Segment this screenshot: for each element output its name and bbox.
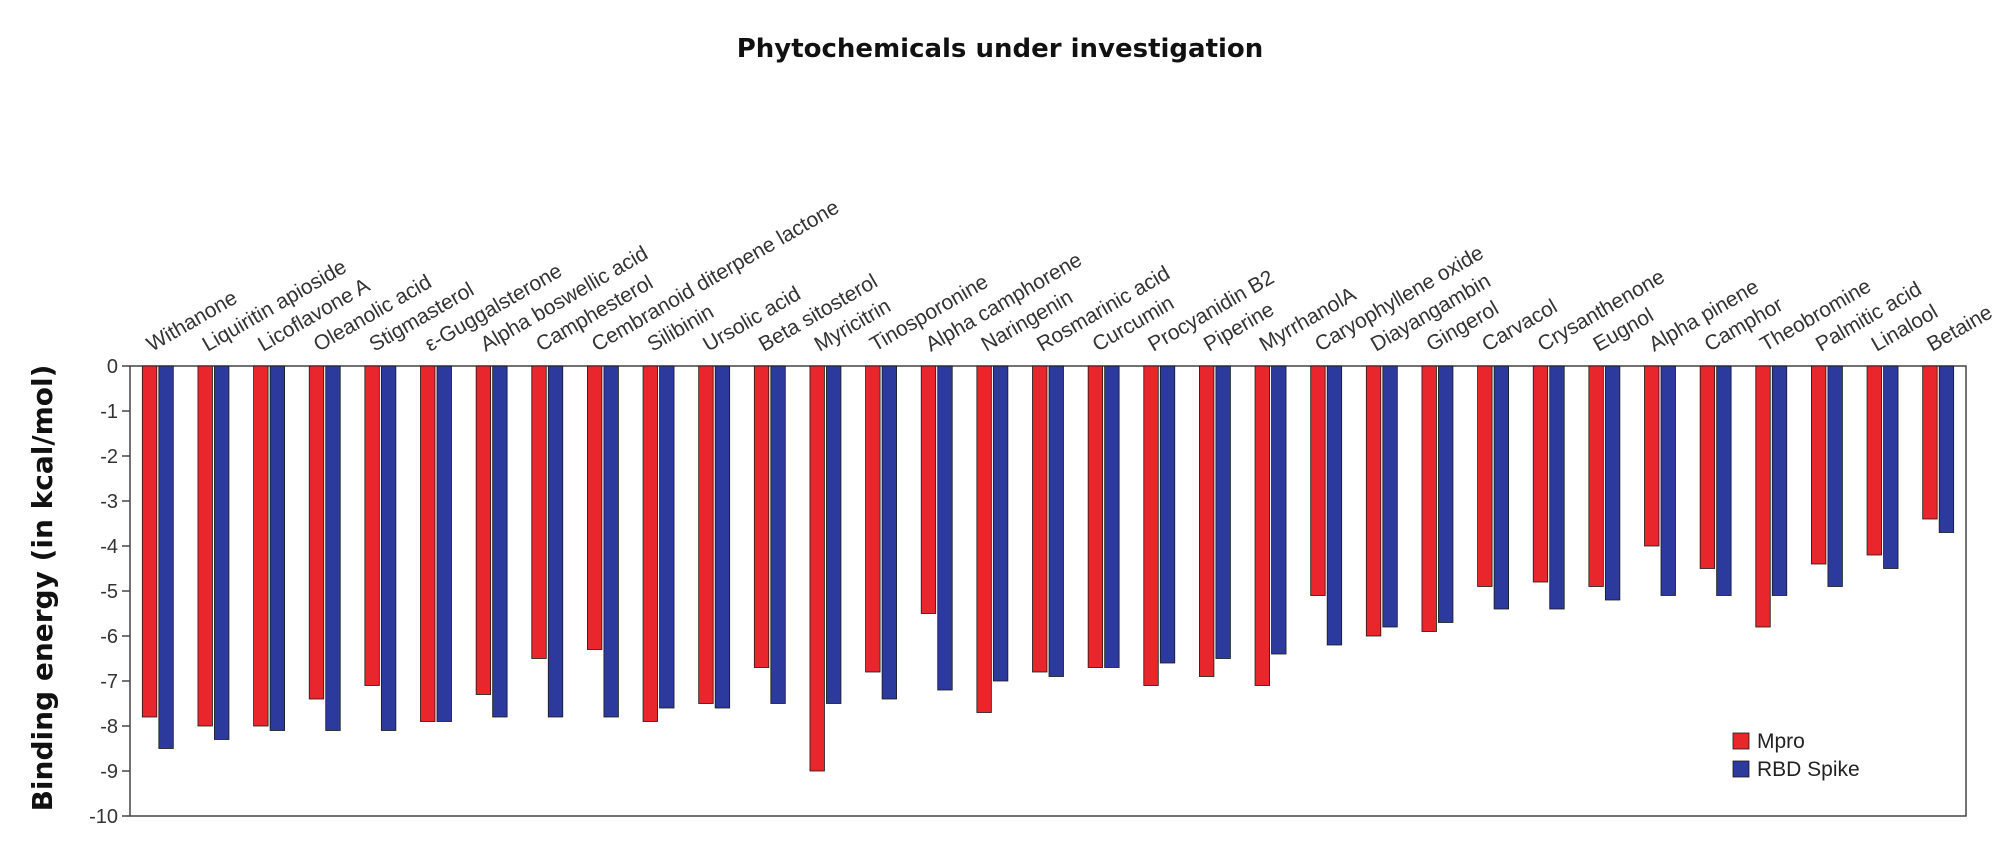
bar-mpro — [1588, 365, 1604, 587]
y-tick-label: 0 — [107, 356, 118, 378]
bar-mpro — [587, 365, 603, 650]
bar-mpro — [642, 365, 658, 722]
y-tick-label: -5 — [100, 581, 118, 603]
bar-mpro — [1421, 365, 1437, 632]
bar-rbd-spike — [937, 365, 953, 691]
bar-rbd-spike — [770, 365, 786, 704]
bar-mpro — [865, 365, 881, 673]
bar-rbd-spike — [269, 365, 285, 731]
bar-mpro — [1644, 365, 1660, 547]
y-tick-label: -8 — [100, 716, 118, 738]
bar-mpro — [1811, 365, 1827, 565]
bar-mpro — [197, 365, 213, 727]
legend: Mpro RBD Spike — [1732, 730, 1860, 781]
legend-swatch-rbd-spike — [1732, 760, 1750, 778]
bar-mpro — [698, 365, 714, 704]
y-tick-label: -9 — [100, 761, 118, 783]
bar-mpro — [308, 365, 325, 700]
bar-rbd-spike — [826, 365, 842, 704]
bar-rbd-spike — [547, 365, 564, 718]
bar-rbd-spike — [1549, 365, 1565, 610]
bar-rbd-spike — [1604, 365, 1621, 601]
bar-mpro — [1199, 365, 1215, 677]
bar-rbd-spike — [492, 365, 508, 718]
bar-rbd-spike — [158, 365, 174, 749]
y-tick-label: -3 — [100, 491, 118, 513]
y-tick-label: -2 — [100, 446, 118, 468]
bar-mpro — [1755, 365, 1771, 628]
bar-rbd-spike — [1493, 365, 1509, 610]
y-axis-ticks: 0 -1 -2 -3 -4 -5 -6 -7 -8 -9 -10 — [89, 356, 130, 828]
bar-rbd-spike — [380, 365, 397, 731]
bar-mpro — [1254, 365, 1270, 686]
bar-mpro — [1532, 365, 1549, 583]
chart-title: Phytochemicals under investigation — [737, 34, 1264, 64]
plot-frame — [129, 365, 1967, 817]
plot-area — [129, 365, 1967, 817]
bar-mpro — [1477, 365, 1493, 587]
bar-rbd-spike — [1660, 365, 1676, 596]
bar-rbd-spike — [1883, 365, 1899, 569]
bar-mpro — [364, 365, 380, 686]
bar-rbd-spike — [659, 365, 675, 709]
bar-rbd-spike — [603, 365, 619, 718]
legend-label-mpro: Mpro — [1757, 730, 1805, 753]
bar-rbd-spike — [1159, 365, 1176, 664]
y-tick-label: -4 — [100, 536, 118, 558]
bar-mpro — [1866, 365, 1882, 556]
bar-rbd-spike — [1048, 365, 1064, 677]
y-tick-label: -10 — [89, 806, 118, 828]
bar-rbd-spike — [325, 365, 341, 731]
bar-mpro — [1922, 365, 1938, 520]
y-tick-label: -6 — [100, 626, 118, 648]
bar-rbd-spike — [1382, 365, 1398, 628]
bar-rbd-spike — [1438, 365, 1454, 623]
bar-mpro — [1699, 365, 1716, 569]
bar-rbd-spike — [1326, 365, 1343, 646]
bar-rbd-spike — [1215, 365, 1231, 659]
bar-mpro — [1032, 365, 1048, 673]
bar-mpro — [1143, 365, 1159, 686]
bar-rbd-spike — [436, 365, 452, 722]
bar-rbd-spike — [881, 365, 897, 700]
bar-mpro — [253, 365, 269, 727]
bar-mpro — [1365, 365, 1382, 637]
bar-mpro — [141, 365, 158, 718]
legend-label-rbd-spike: RBD Spike — [1757, 758, 1860, 781]
bar-rbd-spike — [1771, 365, 1788, 596]
legend-swatch-mpro — [1732, 732, 1750, 750]
bar-rbd-spike — [1938, 365, 1955, 533]
y-tick-label: -1 — [100, 401, 118, 423]
bar-rbd-spike — [1716, 365, 1732, 596]
bar-rbd-spike — [214, 365, 230, 740]
bar-mpro — [1310, 365, 1326, 596]
bar-rbd-spike — [1271, 365, 1287, 655]
bar-rbd-spike — [1827, 365, 1843, 587]
bar-rbd-spike — [714, 365, 731, 709]
y-axis-label: Binding energy (in kcal/mol) — [26, 365, 59, 812]
bar-mpro — [475, 365, 492, 695]
bar-mpro — [976, 365, 992, 713]
bar-mpro — [920, 365, 937, 614]
bar-mpro — [753, 365, 770, 668]
bar-mpro — [1087, 365, 1104, 668]
bar-rbd-spike — [992, 365, 1009, 682]
bar-mpro — [809, 365, 825, 772]
bar-rbd-spike — [1104, 365, 1120, 668]
bar-mpro — [420, 365, 436, 722]
bar-mpro — [531, 365, 547, 659]
y-tick-label: -7 — [100, 671, 118, 693]
